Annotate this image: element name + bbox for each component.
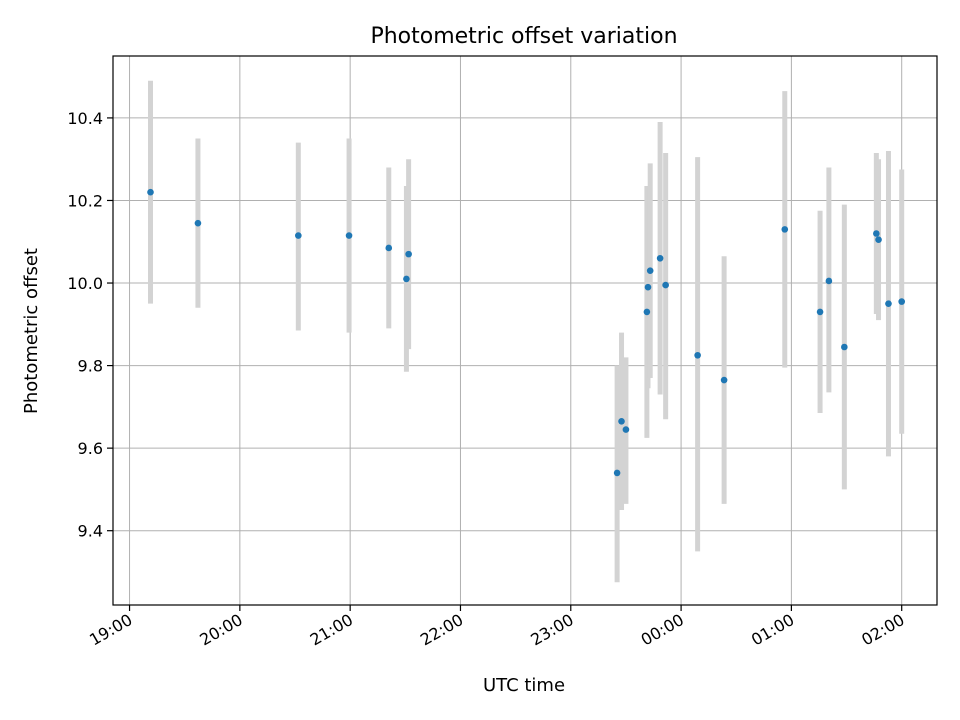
data-point [385,244,393,252]
data-point [403,275,410,283]
data-point [618,418,625,425]
data-point [825,277,833,285]
point-layer [147,188,906,477]
y-tick-label: 9.4 [78,522,103,541]
grid-layer [113,56,937,605]
y-tick-label: 10.2 [67,191,103,210]
y-tick-label: 10.4 [67,109,103,128]
data-point [295,232,302,239]
data-point [644,283,652,291]
data-point [898,298,906,305]
data-point [885,300,892,307]
data-point [646,267,654,274]
data-point [720,376,728,384]
y-tick-label: 10.0 [67,274,103,293]
data-point [875,236,882,243]
x-axis-title: UTC time [483,675,565,696]
data-point [841,343,848,351]
y-axis-title: Photometric offset [21,248,42,414]
data-point [816,308,824,316]
data-point [405,250,412,258]
data-point [613,469,621,477]
data-point [662,281,669,289]
data-point [194,219,202,227]
data-point [781,226,789,233]
data-point [873,230,880,237]
plot-frame [112,55,938,606]
data-point [694,351,701,359]
data-point [622,426,630,433]
data-point [643,308,651,316]
data-point [147,188,154,196]
y-tick-label: 9.8 [78,357,103,376]
data-point [345,232,353,239]
y-tick-label: 9.6 [78,439,103,458]
data-point [656,254,664,262]
chart-title: Photometric offset variation [370,24,677,49]
